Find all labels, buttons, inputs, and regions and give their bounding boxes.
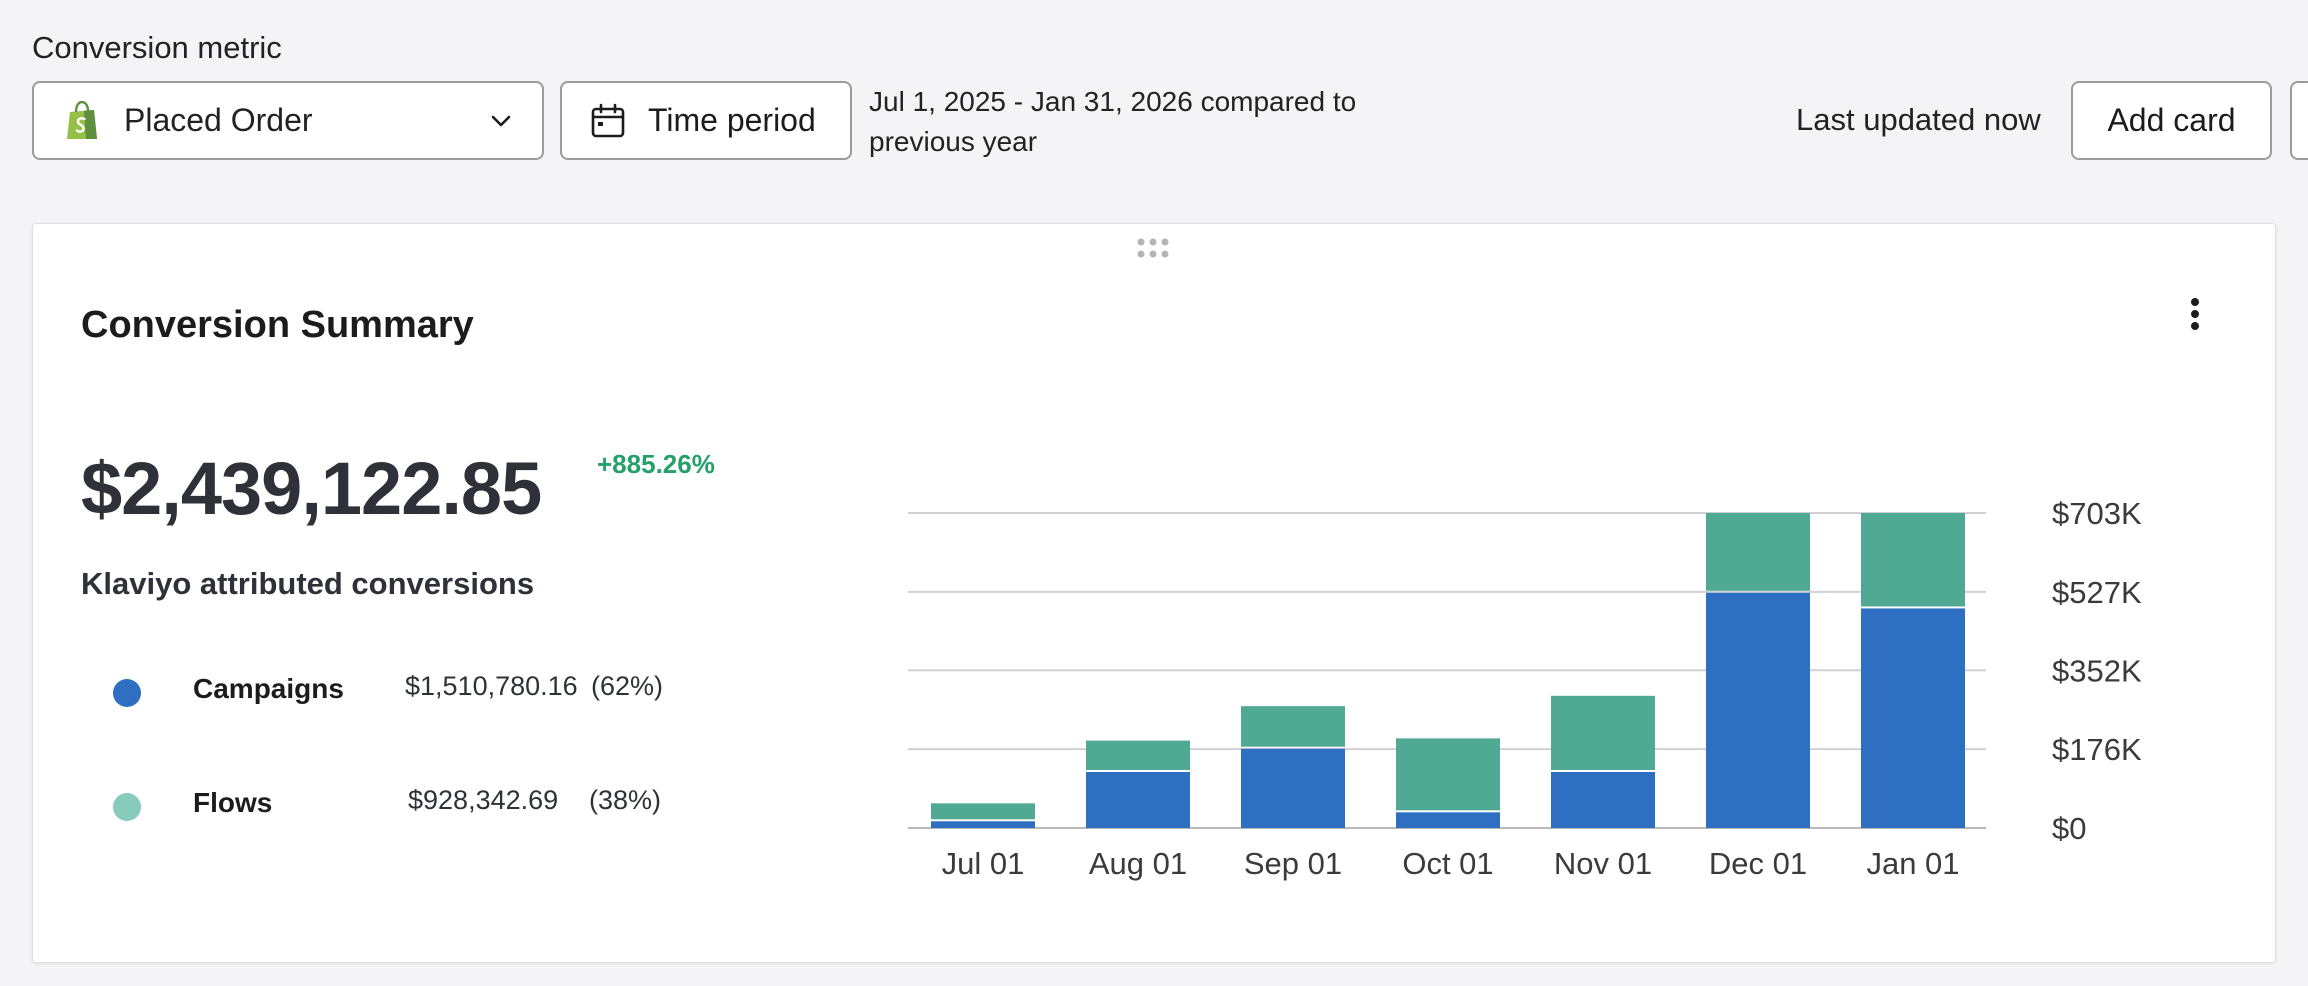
calendar-icon — [591, 103, 625, 137]
drag-handle-icon[interactable] — [1135, 236, 1175, 260]
bar-flows-oct-01[interactable] — [1396, 738, 1500, 811]
selected-metric: Placed Order — [124, 102, 313, 138]
bar-flows-sep-01[interactable] — [1241, 706, 1345, 747]
x-tick-label: Dec 01 — [1709, 846, 1807, 881]
card-title: Conversion Summary — [81, 304, 474, 346]
y-tick-label: $0 — [2052, 811, 2086, 846]
legend-share: (38%) — [589, 785, 662, 815]
attributed-conversions-label: Klaviyo attributed conversions — [81, 566, 535, 601]
percent-change-badge: +885.26% — [597, 449, 715, 479]
x-tick-label: Jan 01 — [1866, 846, 1959, 881]
y-tick-label: $703K — [2052, 496, 2142, 531]
chevron-down-icon — [491, 115, 511, 126]
bar-campaigns-dec-01[interactable] — [1706, 592, 1810, 828]
time-period-label: Time period — [648, 102, 816, 138]
more-options-icon[interactable] — [2175, 294, 2215, 338]
bar-flows-aug-01[interactable] — [1086, 740, 1190, 770]
legend-share: (62%) — [591, 671, 664, 701]
date-range-line1: Jul 1, 2025 - Jan 31, 2026 compared to — [869, 86, 1357, 117]
bar-campaigns-oct-01[interactable] — [1396, 812, 1500, 828]
conversion-metric-label: Conversion metric — [32, 30, 282, 65]
shopify-bag-icon — [67, 100, 97, 139]
bar-campaigns-jan-01[interactable] — [1861, 608, 1965, 828]
bar-flows-dec-01[interactable] — [1706, 513, 1810, 591]
legend-item-flows: Flows $928,342.69 (38%) — [81, 785, 681, 825]
x-tick-label: Jul 01 — [942, 846, 1025, 881]
last-updated-status: Last updated now — [1796, 102, 2041, 137]
overflow-toolbar-button[interactable] — [2290, 81, 2308, 160]
bar-campaigns-aug-01[interactable] — [1086, 771, 1190, 828]
bar-flows-nov-01[interactable] — [1551, 695, 1655, 770]
legend-amount: $928,342.69 — [408, 785, 559, 815]
legend-name: Campaigns — [193, 673, 344, 704]
x-tick-label: Sep 01 — [1244, 846, 1342, 881]
bar-flows-jan-01[interactable] — [1861, 513, 1965, 607]
bar-campaigns-jul-01[interactable] — [931, 821, 1035, 828]
x-tick-label: Nov 01 — [1554, 846, 1652, 881]
total-conversions-value: $2,439,122.85 — [81, 447, 542, 530]
time-period-button[interactable]: Time period — [560, 81, 852, 160]
y-tick-label: $352K — [2052, 653, 2142, 688]
bar-flows-jul-01[interactable] — [931, 803, 1035, 820]
legend-amount: $1,510,780.16 — [405, 671, 578, 701]
legend-name: Flows — [193, 787, 273, 818]
date-range-text: Jul 1, 2025 - Jan 31, 2026 compared to p… — [869, 82, 1429, 162]
date-range-line2: previous year — [869, 126, 1038, 157]
conversion-metric-dropdown[interactable]: Placed Order — [32, 81, 544, 160]
bar-campaigns-sep-01[interactable] — [1241, 748, 1345, 828]
flows-dot-icon — [113, 793, 141, 821]
bar-campaigns-nov-01[interactable] — [1551, 771, 1655, 828]
x-tick-label: Oct 01 — [1402, 846, 1493, 881]
x-tick-label: Aug 01 — [1089, 846, 1187, 881]
add-card-button[interactable]: Add card — [2071, 81, 2272, 160]
campaigns-dot-icon — [113, 679, 141, 707]
legend-item-campaigns: Campaigns $1,510,780.16 (62%) — [81, 671, 681, 711]
y-tick-label: $176K — [2052, 732, 2142, 767]
y-tick-label: $527K — [2052, 575, 2142, 610]
